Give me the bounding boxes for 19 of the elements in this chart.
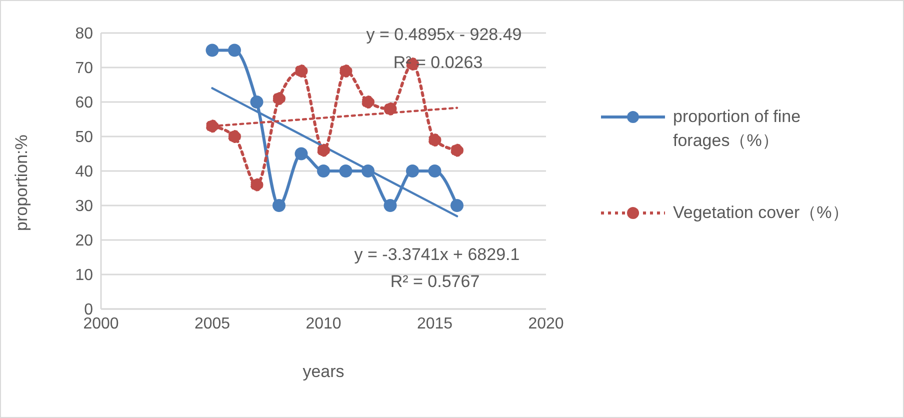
y-tick-label: 20 <box>75 232 94 250</box>
x-tick-label: 2015 <box>416 315 453 332</box>
y-tick-label: 40 <box>75 164 94 181</box>
x-axis-title: years <box>302 362 344 381</box>
x-tick-label: 2010 <box>306 315 342 332</box>
legend-label: proportion of fine forages（%） <box>673 106 802 152</box>
x-tick-label: 2005 <box>194 315 230 332</box>
annotation: y = 0.4895x - 928.49 <box>366 24 522 46</box>
y-axis-title: proportion:% <box>12 134 32 231</box>
legend-label: Vegetation cover（%） <box>673 202 849 224</box>
y-tick-label: 60 <box>75 94 94 112</box>
y-tick-label: 30 <box>75 198 94 216</box>
y-tick-label: 70 <box>75 60 94 78</box>
x-tick-label: 2020 <box>528 315 564 332</box>
annotation: R² = 0.5767 <box>390 271 480 293</box>
y-tick-label: 80 <box>75 26 94 43</box>
y-tick-label: 10 <box>75 267 94 284</box>
annotation: y = -3.3741x + 6829.1 <box>354 244 520 266</box>
y-tick-label: 50 <box>75 129 94 146</box>
